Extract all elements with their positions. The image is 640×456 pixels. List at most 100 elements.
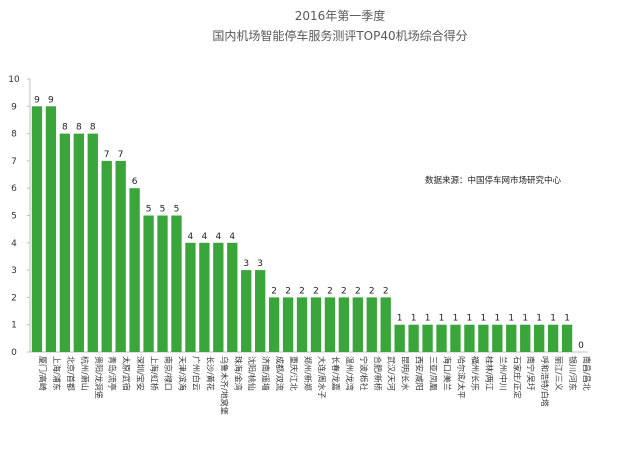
bar xyxy=(422,324,433,352)
data-label: 4 xyxy=(215,232,221,242)
data-label: 2 xyxy=(271,286,277,296)
data-label: 1 xyxy=(536,314,542,324)
bar xyxy=(310,297,322,352)
y-tick-label: 1 xyxy=(11,321,17,331)
category-label: 呼和浩特/白塔 xyxy=(540,356,550,407)
category-label: 重庆/江北 xyxy=(289,356,299,391)
category-label: 丽江/三义 xyxy=(554,356,563,391)
data-label: 9 xyxy=(48,95,54,105)
data-label: 4 xyxy=(229,232,235,242)
category-label: 福州/长乐 xyxy=(470,356,480,391)
category-label: 哈尔滨/太平 xyxy=(456,356,466,399)
bar xyxy=(380,297,391,352)
bar xyxy=(492,324,503,352)
bar xyxy=(394,324,405,352)
category-label: 兰州/中川 xyxy=(498,356,508,391)
y-tick-label: 4 xyxy=(11,239,17,249)
category-label: 北京/首都 xyxy=(66,356,76,391)
data-label: 1 xyxy=(411,314,417,324)
bar xyxy=(129,188,140,352)
data-label: 5 xyxy=(146,205,152,215)
bar xyxy=(464,324,475,352)
data-label: 2 xyxy=(355,286,361,296)
data-label: 0 xyxy=(578,341,584,351)
data-label: 1 xyxy=(439,314,445,324)
bar xyxy=(408,324,419,352)
data-label: 3 xyxy=(257,259,263,269)
data-label: 1 xyxy=(481,314,487,324)
bar xyxy=(73,133,84,352)
y-tick-label: 2 xyxy=(11,293,17,303)
bar xyxy=(199,242,210,352)
bar xyxy=(436,324,447,352)
category-labels: 厦门/高崎 上海/浦东 北京/首都 杭州/萧山 贵阳/龙洞堡 青岛/流亭 太原/武宿 深圳/宝… xyxy=(38,356,592,415)
data-label: 2 xyxy=(341,286,347,296)
category-label: 宁波/栎社 xyxy=(359,356,369,391)
category-label: 青岛/流亭 xyxy=(108,356,118,391)
bar xyxy=(450,324,461,352)
data-label: 5 xyxy=(174,205,180,215)
bar xyxy=(143,215,154,352)
data-label: 2 xyxy=(313,286,319,296)
category-label: 银川/河东 xyxy=(568,356,578,391)
bar xyxy=(171,215,182,352)
bar xyxy=(255,270,266,352)
bar xyxy=(296,297,308,352)
bar xyxy=(561,324,573,352)
data-label: 8 xyxy=(76,123,82,133)
category-label: 西安/咸阳 xyxy=(415,356,425,391)
category-label: 长春/龙嘉 xyxy=(331,356,341,391)
y-tick-label: 10 xyxy=(8,75,20,85)
category-label: 桂林/两江 xyxy=(484,356,494,391)
category-label: 石家庄/正定 xyxy=(512,356,522,399)
data-label: 1 xyxy=(425,314,431,324)
category-label: 南京/禄口 xyxy=(164,356,174,391)
bar xyxy=(282,297,294,352)
bar xyxy=(227,242,238,352)
category-label: 合肥/新桥 xyxy=(373,356,383,391)
data-label: 8 xyxy=(90,123,96,133)
category-label: 海口/美兰 xyxy=(443,356,453,391)
category-label: 珠海/金湾 xyxy=(233,356,243,391)
data-label: 5 xyxy=(160,205,166,215)
data-labels: 9 98 8 87 765 5 54 4 4 43 32 2 2 2 2 2 2 2 21 1 1 1 1 1 1 1 1 1 1 1 10 xyxy=(34,95,584,351)
category-label: 郑州/新郑 xyxy=(303,356,313,391)
y-tick-label: 9 xyxy=(11,102,17,112)
category-label: 乌鲁木齐/地窝堡 xyxy=(219,356,229,415)
bar xyxy=(157,215,168,352)
bar xyxy=(366,297,377,352)
category-label: 上海/虹桥 xyxy=(150,356,160,391)
bar xyxy=(268,297,280,352)
source-annotation: 数据来源：中国停车网市场研究中心 xyxy=(425,175,562,186)
category-label: 长沙/黄花 xyxy=(205,356,215,391)
data-label: 1 xyxy=(508,314,514,324)
bar xyxy=(534,324,545,352)
bar xyxy=(213,242,224,352)
data-label: 4 xyxy=(188,232,194,242)
category-label: 温州/龙湾 xyxy=(345,356,355,391)
y-tick-label: 3 xyxy=(11,266,17,276)
category-label: 沈阳/桃仙 xyxy=(247,356,257,391)
data-label: 2 xyxy=(299,286,305,296)
category-label: 武汉/天河 xyxy=(387,356,397,391)
data-label: 6 xyxy=(132,177,138,187)
category-label: 三亚/凤凰 xyxy=(429,356,438,391)
category-label: 杭州/萧山 xyxy=(80,356,90,391)
data-label: 2 xyxy=(383,286,389,296)
bar xyxy=(185,242,196,352)
bar xyxy=(352,297,363,352)
bar xyxy=(31,106,43,352)
data-label: 1 xyxy=(550,314,556,324)
category-label: 厦门/高崎 xyxy=(38,356,48,391)
data-label: 1 xyxy=(467,314,473,324)
category-label: 昆明/长水 xyxy=(401,356,411,391)
y-tick-label: 5 xyxy=(11,212,17,222)
category-label: 太原/武宿 xyxy=(122,356,132,391)
data-label: 1 xyxy=(397,314,403,324)
bar xyxy=(101,160,112,352)
bar xyxy=(45,106,57,352)
data-label: 2 xyxy=(369,286,375,296)
category-label: 大连/周水子 xyxy=(317,356,327,399)
